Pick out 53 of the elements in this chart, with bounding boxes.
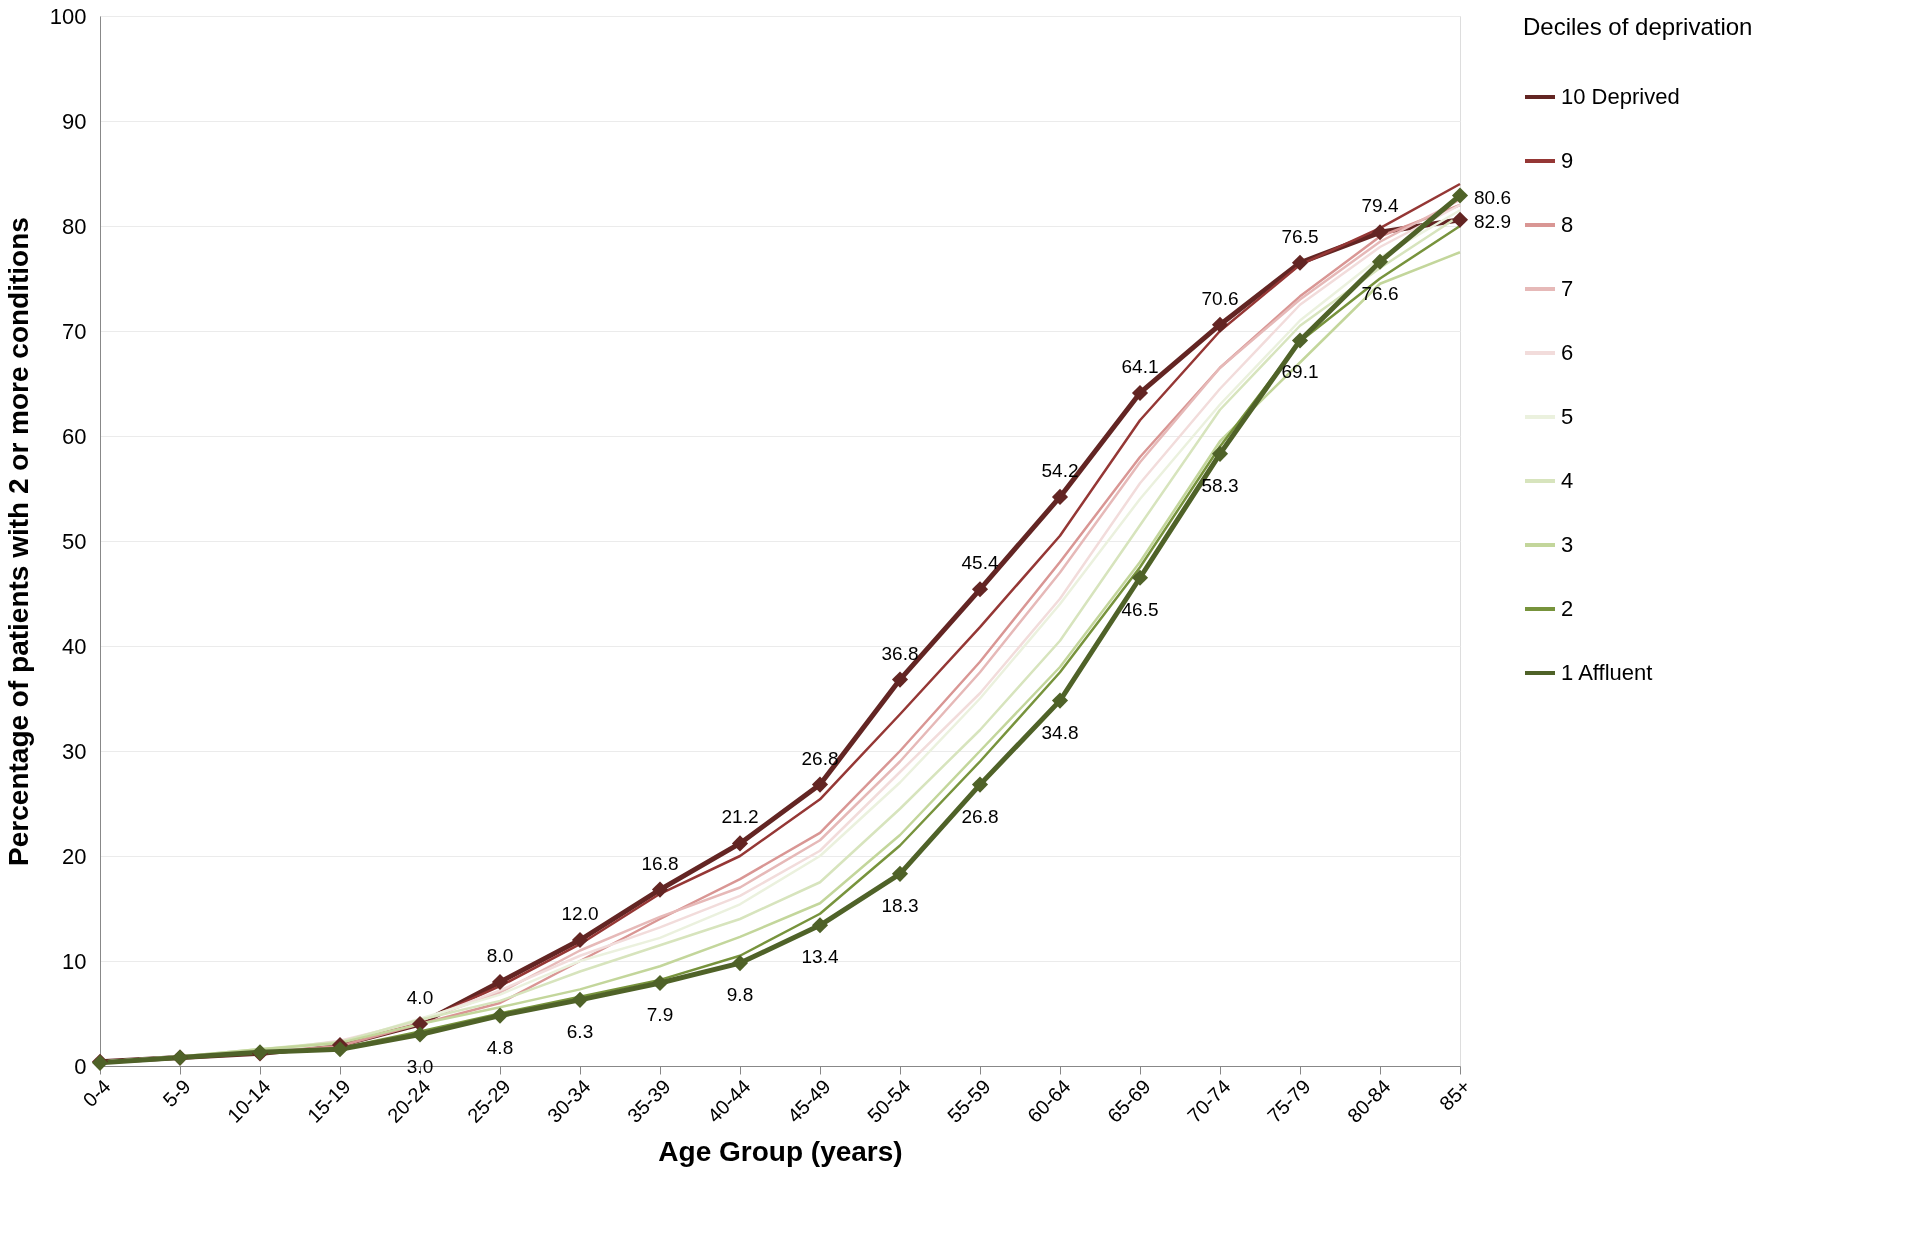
data-label: 70.6 [1201, 287, 1239, 309]
data-label: 6.3 [566, 1020, 594, 1042]
legend-label: 2 [1561, 596, 1574, 621]
legend-label: 4 [1561, 468, 1574, 493]
data-label: 21.2 [721, 806, 759, 828]
x-tick-label: 85+ [1435, 1075, 1475, 1115]
y-tick-label: 50 [62, 528, 87, 554]
y-tick-label: 90 [62, 108, 87, 134]
legend-label: 10 Deprived [1561, 84, 1680, 109]
data-label: 46.5 [1121, 598, 1159, 620]
y-tick-label: 10 [62, 948, 87, 974]
data-label: 64.1 [1121, 355, 1159, 377]
data-label: 8.0 [486, 945, 514, 966]
data-label: 45.4 [961, 552, 999, 574]
legend-label: 8 [1561, 212, 1574, 237]
data-label: 13.4 [801, 946, 839, 968]
data-label: 16.8 [641, 852, 679, 874]
data-label: 4.8 [486, 1036, 514, 1058]
data-label: 7.9 [646, 1004, 674, 1026]
data-label: 12.0 [561, 903, 599, 924]
data-label: 76.5 [1281, 225, 1319, 247]
data-label: 58.3 [1201, 474, 1239, 496]
y-axis-title: Percentage of patients with 2 or more conditions [2, 217, 34, 866]
x-axis-title: Age Group (years) [658, 1135, 903, 1167]
data-label: 76.6 [1361, 282, 1399, 304]
y-tick-label: 80 [62, 213, 87, 239]
y-tick-label: 30 [62, 738, 87, 764]
legend-label: 7 [1561, 276, 1574, 301]
y-tick-label: 60 [62, 423, 87, 449]
data-label: 26.8 [961, 805, 999, 827]
y-tick-label: 20 [62, 843, 87, 869]
y-tick-label: 70 [62, 318, 87, 344]
y-tick-label: 100 [49, 3, 87, 29]
data-label: 26.8 [801, 747, 839, 769]
legend-label: 1 Affluent [1561, 660, 1653, 685]
data-label: 80.6 [1474, 186, 1511, 208]
data-label: 36.8 [881, 642, 919, 664]
legend-title: Deciles of deprivation [1523, 13, 1753, 40]
data-label: 34.8 [1041, 721, 1079, 743]
data-label: 82.9 [1474, 210, 1511, 232]
legend-label: 5 [1561, 404, 1574, 429]
legend-label: 6 [1561, 340, 1574, 365]
data-label: 54.2 [1041, 459, 1079, 481]
data-label: 3.0 [406, 1055, 434, 1077]
data-label: 18.3 [881, 894, 919, 916]
data-label: 69.1 [1281, 361, 1319, 383]
legend-label: 3 [1561, 532, 1574, 557]
y-tick-label: 40 [62, 633, 87, 659]
data-label: 4.0 [406, 987, 434, 1008]
x-tick-label: 5-9 [158, 1075, 195, 1112]
legend-label: 9 [1561, 148, 1574, 173]
data-label: 9.8 [726, 984, 754, 1006]
data-label: 79.4 [1361, 195, 1399, 217]
